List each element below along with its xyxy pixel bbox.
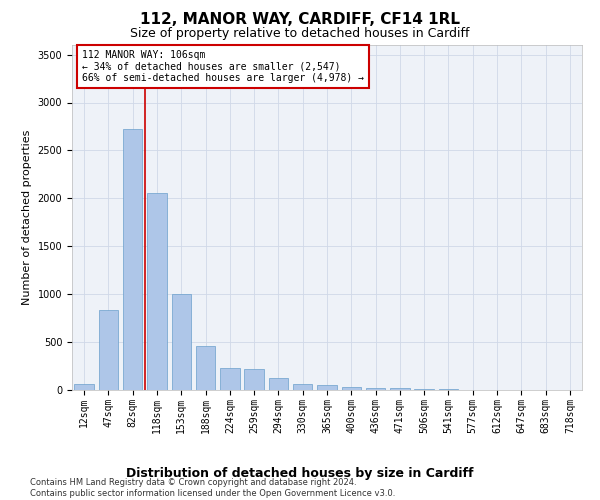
Bar <box>415 389 434 390</box>
Bar <box>74 384 94 390</box>
Bar <box>317 385 337 390</box>
Text: Size of property relative to detached houses in Cardiff: Size of property relative to detached ho… <box>130 28 470 40</box>
Text: Contains HM Land Registry data © Crown copyright and database right 2024.
Contai: Contains HM Land Registry data © Crown c… <box>30 478 395 498</box>
Text: 112 MANOR WAY: 106sqm
← 34% of detached houses are smaller (2,547)
66% of semi-d: 112 MANOR WAY: 106sqm ← 34% of detached … <box>82 50 364 84</box>
Bar <box>341 386 361 390</box>
Bar <box>147 192 167 390</box>
Bar <box>390 388 410 390</box>
Bar <box>220 368 239 390</box>
Bar <box>99 310 118 390</box>
Bar <box>293 384 313 390</box>
Bar <box>366 388 385 390</box>
Bar <box>269 378 288 390</box>
Bar <box>196 346 215 390</box>
Bar <box>123 130 142 390</box>
Text: 112, MANOR WAY, CARDIFF, CF14 1RL: 112, MANOR WAY, CARDIFF, CF14 1RL <box>140 12 460 28</box>
Bar <box>172 294 191 390</box>
Bar <box>439 389 458 390</box>
Text: Distribution of detached houses by size in Cardiff: Distribution of detached houses by size … <box>126 468 474 480</box>
Y-axis label: Number of detached properties: Number of detached properties <box>22 130 32 305</box>
Bar <box>244 369 264 390</box>
